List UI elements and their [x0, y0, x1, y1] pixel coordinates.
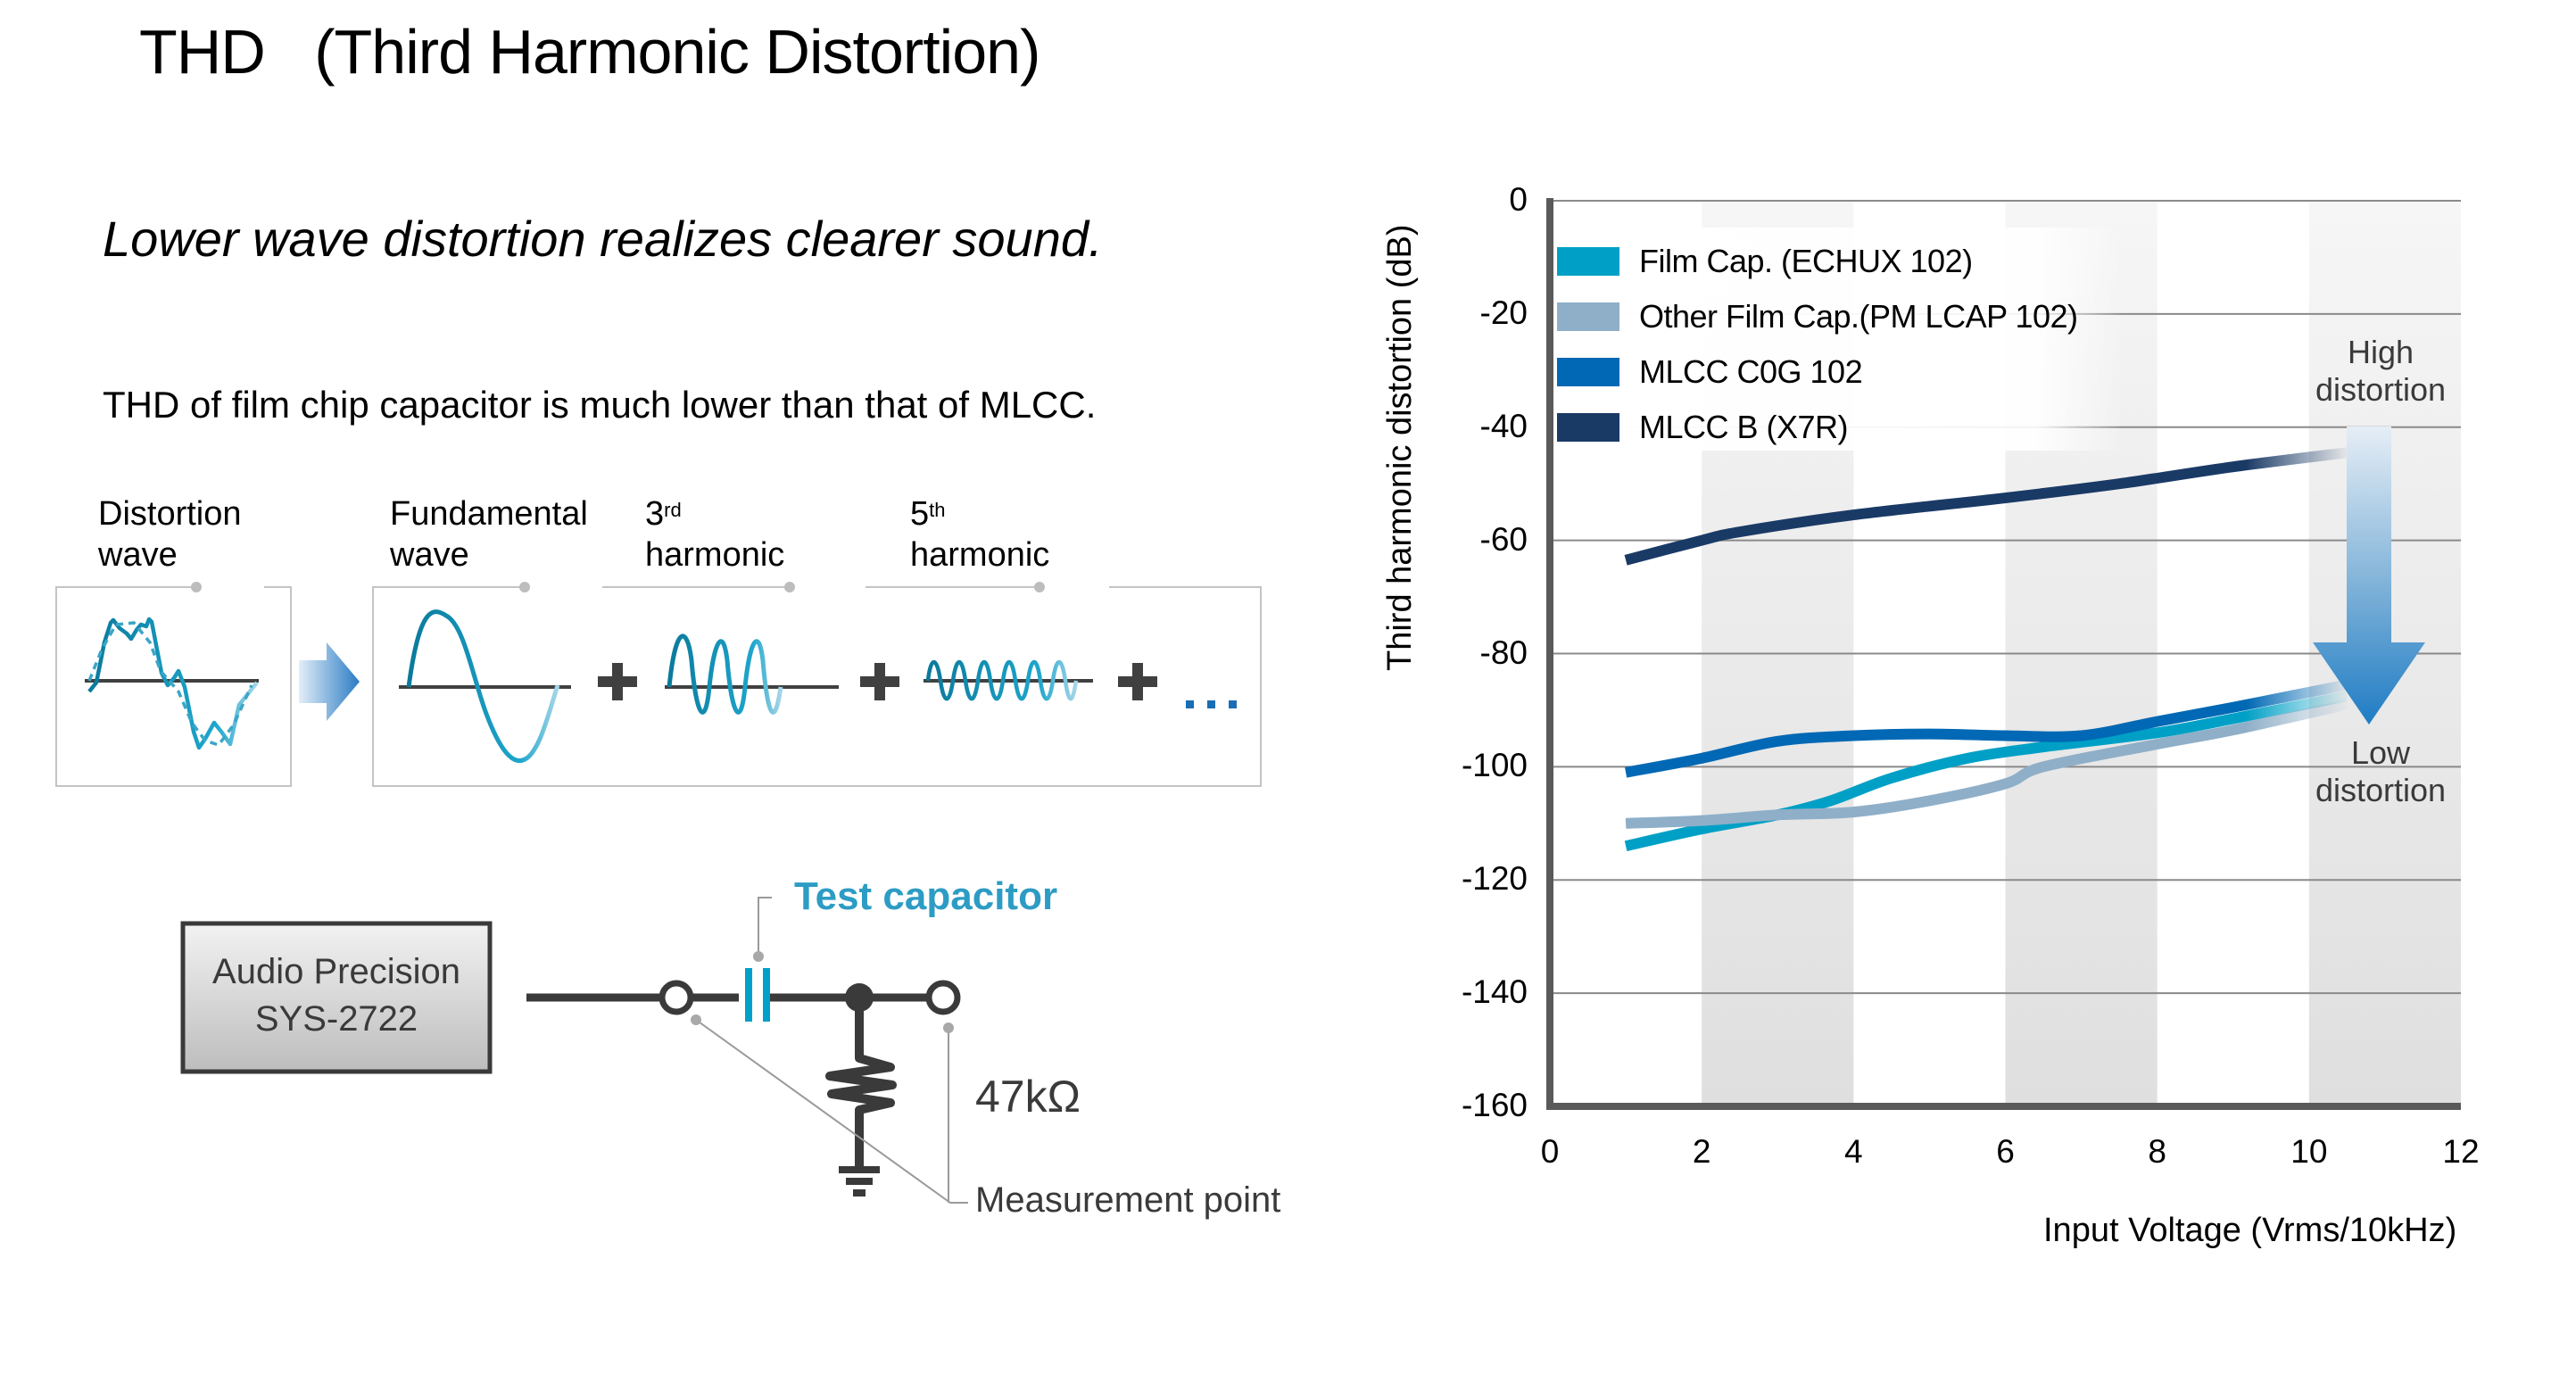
x-tick-label: 10 — [2290, 1133, 2328, 1170]
series-lines — [1624, 447, 2348, 852]
wave-graphics — [55, 582, 1262, 787]
page-title: THD (Third Harmonic Distortion) — [139, 17, 1040, 87]
distortion-wave-box — [55, 582, 292, 787]
measurement-circuit: Audio Precision SYS-2722 Test capacitor … — [0, 0, 1338, 1249]
legend-label: Film Cap. (ECHUX 102) — [1639, 243, 1973, 279]
y-tick-label: -20 — [1479, 294, 1528, 331]
y-tick-label: -100 — [1461, 747, 1528, 784]
y-tick-label: -60 — [1479, 520, 1528, 558]
instrument-box — [180, 921, 493, 1074]
chart-legend: Film Cap. (ECHUX 102) Other Film Cap.(PM … — [1557, 241, 2078, 448]
down-arrow-icon — [2313, 426, 2425, 724]
arrow-right-icon — [299, 642, 360, 721]
x-tick-label: 2 — [1692, 1133, 1711, 1170]
x-tick-label: 6 — [1996, 1133, 2015, 1170]
legend-swatch — [1557, 247, 1619, 276]
distortion-wave-label: Distortion wave — [98, 495, 242, 574]
series-line — [1625, 699, 2348, 829]
x-tick-label: 12 — [2442, 1133, 2480, 1170]
legend-swatch — [1557, 413, 1619, 442]
ellipsis-icon — [1186, 700, 1237, 708]
legend-swatch — [1557, 302, 1619, 331]
fundamental-wave-label: Fundamental wave — [390, 495, 588, 574]
measurement-point-label: Measurement point — [975, 1180, 1281, 1220]
legend-label: Other Film Cap.(PM LCAP 102) — [1639, 298, 2078, 335]
x-tick-label: 8 — [2148, 1133, 2166, 1170]
third-harmonic-label: 3rd harmonic — [645, 495, 785, 574]
high-distortion-annotation: High distortion — [2315, 334, 2447, 408]
x-tick-label: 0 — [1540, 1133, 1560, 1170]
legend-item: Film Cap. (ECHUX 102) — [1557, 241, 2078, 282]
resistor-value-label: 47kΩ — [975, 1072, 1081, 1122]
terminal-icon — [658, 980, 694, 1015]
legend-item: Other Film Cap.(PM LCAP 102) — [1557, 296, 2078, 337]
harmonics-box — [372, 582, 1262, 787]
terminal-icon — [925, 980, 961, 1015]
x-axis-label: Input Voltage (Vrms/10kHz) — [2043, 1212, 2457, 1249]
resistor-icon — [825, 998, 897, 1167]
legend-item: MLCC C0G 102 — [1557, 352, 2078, 393]
y-tick-label: 0 — [1509, 181, 1528, 218]
circuit-graphics — [180, 897, 968, 1204]
legend-label: MLCC B (X7R) — [1639, 409, 1849, 445]
fifth-harmonic-label: 5th harmonic — [910, 495, 1050, 574]
tagline: Lower wave distortion realizes clearer s… — [103, 211, 1103, 267]
y-tick-label: -120 — [1461, 860, 1528, 898]
y-tick-label: -140 — [1461, 973, 1528, 1011]
low-distortion-annotation: Low distortion — [2315, 734, 2447, 808]
test-capacitor-label: Test capacitor — [794, 874, 1058, 918]
legend-swatch — [1557, 358, 1619, 386]
instrument-label: Audio Precision SYS-2722 — [212, 952, 460, 1039]
legend-item: MLCC B (X7R) — [1557, 407, 2078, 448]
y-tick-label: -40 — [1479, 407, 1528, 444]
plus-icons — [598, 663, 1157, 700]
y-axis-label: Third harmonic distortion (dB) — [1381, 224, 1419, 671]
y-tick-label: -160 — [1461, 1087, 1528, 1123]
legend-label: MLCC C0G 102 — [1639, 353, 1863, 390]
series-line — [1624, 447, 2348, 566]
wave-decomposition-diagram: Distortion wave Fundamental wave 3rd har… — [0, 0, 1294, 803]
subtitle: THD of film chip capacitor is much lower… — [103, 384, 1097, 426]
capacitor-icon — [745, 968, 752, 1022]
series-line — [1624, 679, 2348, 778]
x-tick-label: 4 — [1844, 1133, 1863, 1170]
ground-icon — [839, 1166, 880, 1196]
y-tick-label: -80 — [1479, 633, 1528, 671]
